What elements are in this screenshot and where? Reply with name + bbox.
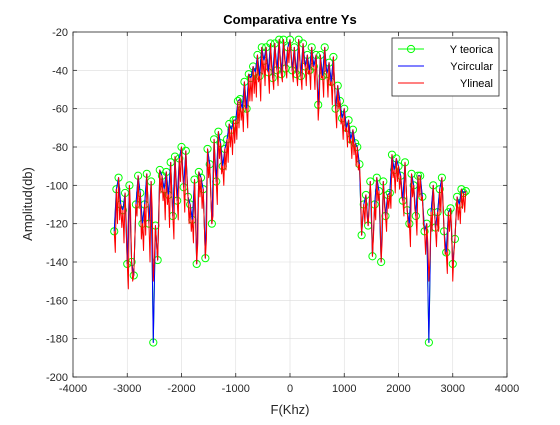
x-tick-label: 4000 (495, 383, 519, 395)
x-tick-label: -2000 (167, 383, 195, 395)
x-tick-label: 1000 (332, 383, 356, 395)
y-tick-label: -140 (46, 257, 68, 269)
y-tick-label: -100 (46, 180, 68, 192)
x-tick-label: -4000 (59, 383, 87, 395)
x-tick-label: 2000 (386, 383, 410, 395)
y-tick-label: -160 (46, 295, 68, 307)
y-tick-label: -200 (46, 372, 68, 384)
y-tick-label: -180 (46, 334, 68, 346)
x-axis-label: F(Khz) (271, 402, 310, 417)
legend: Y teorica Ycircular Ylineal (392, 38, 499, 96)
x-tick-label: -1000 (222, 383, 250, 395)
legend-label: Ycircular (450, 61, 493, 73)
y-tick-label: -20 (52, 27, 68, 39)
legend-label: Y teorica (450, 44, 494, 56)
x-tick-label: 3000 (441, 383, 465, 395)
chart-title: Comparativa entre Ys (223, 12, 356, 27)
y-tick-label: -120 (46, 219, 68, 231)
y-tick-label: -60 (52, 104, 68, 116)
y-tick-label: -80 (52, 142, 68, 154)
y-axis-label: Amplitud(db) (20, 167, 35, 241)
x-tick-label: -3000 (113, 383, 141, 395)
x-tick-label: 0 (287, 383, 293, 395)
y-tick-label: -40 (52, 65, 68, 77)
legend-label: Ylineal (460, 78, 493, 90)
